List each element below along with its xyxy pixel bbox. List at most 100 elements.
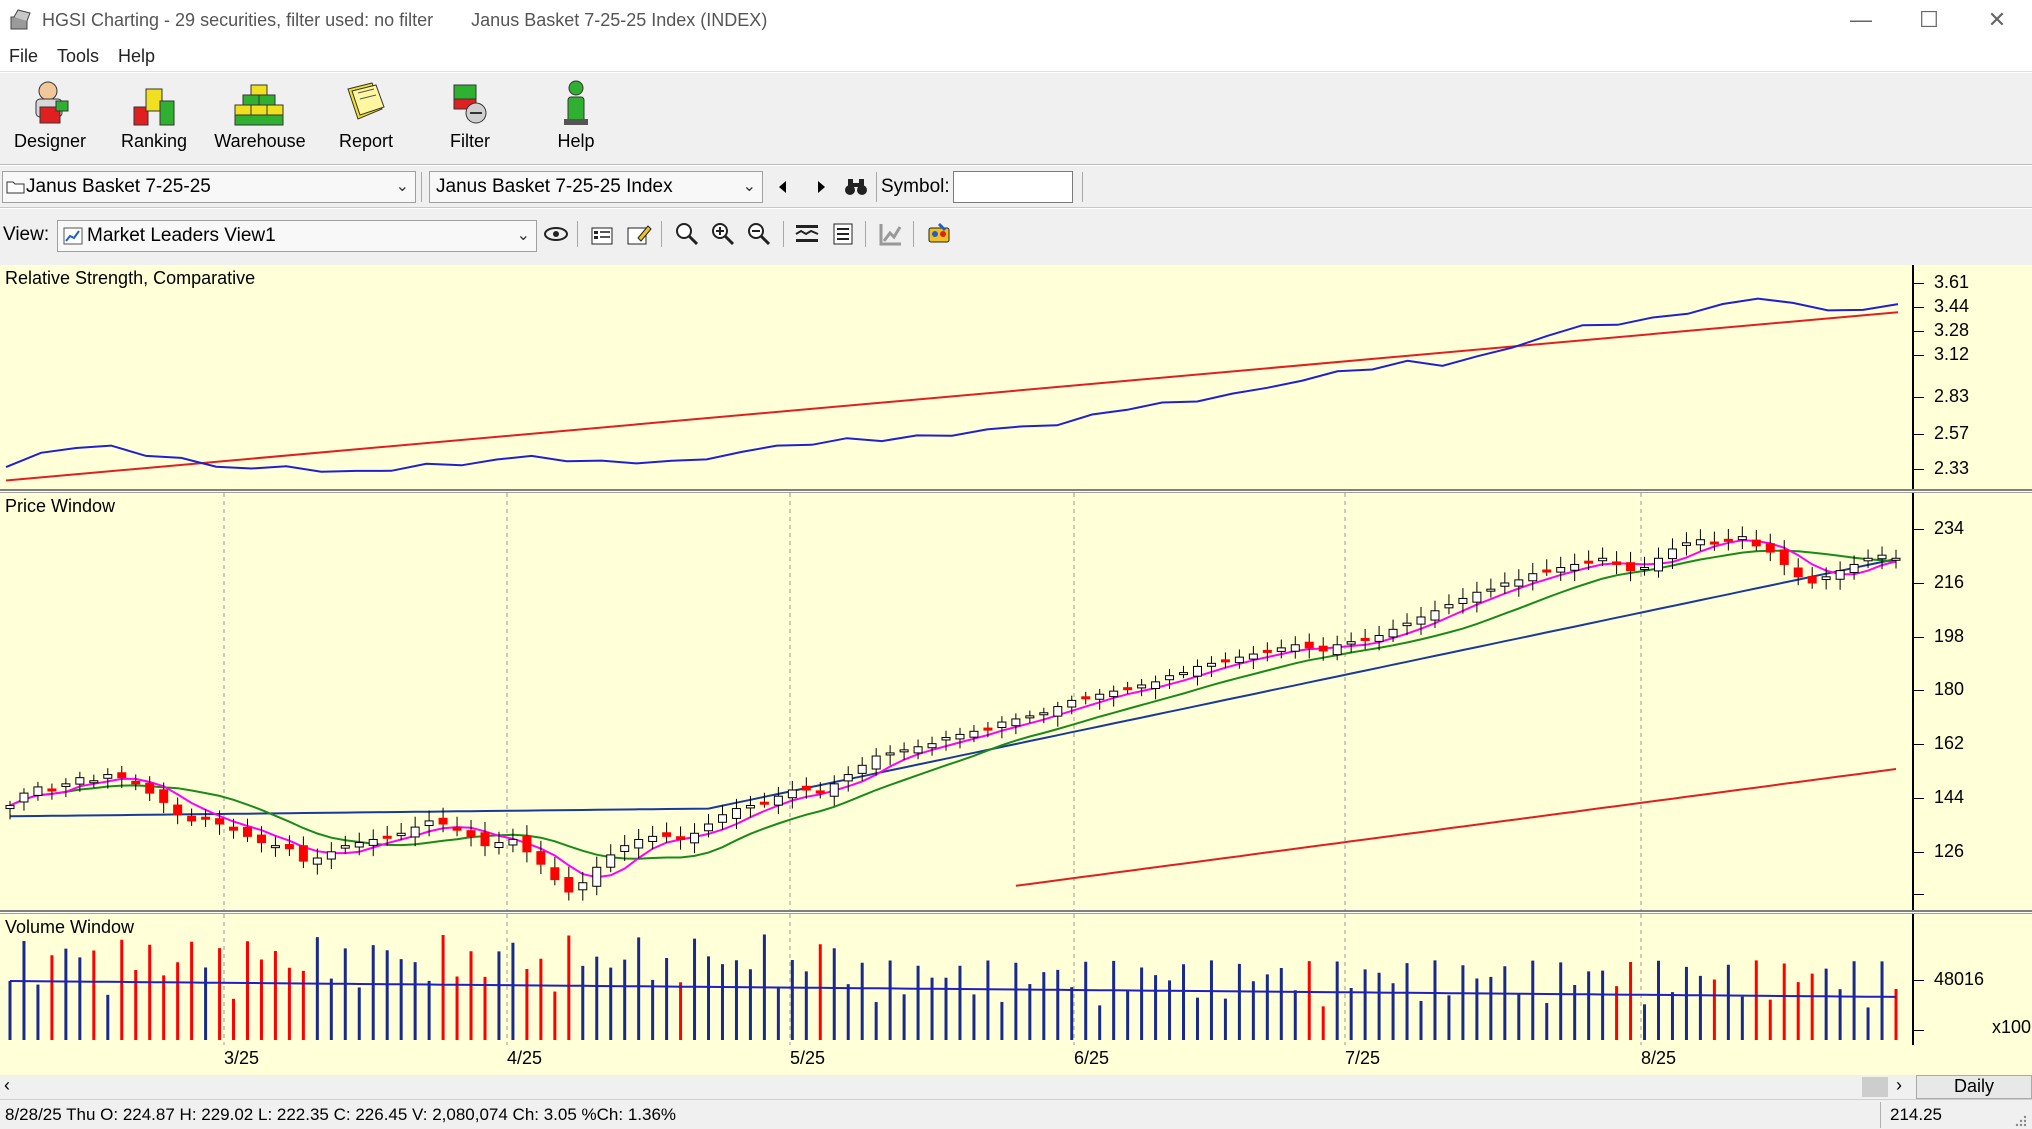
candle-down: [187, 815, 197, 822]
cursor-value: 214.25: [1890, 1105, 1942, 1124]
table-icon: [833, 223, 853, 245]
menu-help[interactable]: Help: [118, 46, 156, 66]
zoom-button[interactable]: [671, 218, 703, 250]
designer-button[interactable]: Designer: [2, 77, 98, 161]
candle-up: [857, 764, 867, 774]
candle-up: [1332, 644, 1342, 656]
candle-up: [1863, 557, 1873, 562]
candle-down: [1612, 561, 1622, 565]
candle-up: [396, 832, 406, 837]
candle-up: [326, 851, 336, 860]
candle-up: [1109, 690, 1119, 698]
candle-down: [1220, 659, 1230, 663]
candle-down: [1360, 637, 1370, 641]
menu-bar: File Tools Help: [0, 42, 2032, 72]
candle-up: [829, 783, 839, 797]
resize-grip-icon[interactable]: [2012, 1112, 2028, 1128]
zoom-out-icon: [748, 223, 771, 246]
candle-down: [1318, 645, 1328, 652]
menu-file[interactable]: File: [9, 46, 39, 66]
close-button[interactable]: ✕: [1962, 0, 2032, 40]
candle-down: [550, 867, 560, 881]
candle-up: [885, 752, 895, 756]
warehouse-label: Warehouse: [214, 131, 306, 151]
date-label: 4/25: [507, 1048, 543, 1068]
candle-up: [1486, 588, 1496, 592]
pane-divider[interactable]: [0, 489, 2032, 493]
previous-button[interactable]: [767, 171, 799, 203]
candle-up: [354, 842, 364, 848]
eye-icon: [544, 227, 568, 241]
rs-pane-title: Relative Strength, Comparative: [5, 268, 256, 288]
scroll-right-icon[interactable]: ›: [1896, 1075, 1902, 1095]
warehouse-button[interactable]: Warehouse: [212, 77, 308, 161]
rs-axis: 3.61 3.44 3.28 3.12 2.83 2.57 2.33: [1912, 265, 2032, 489]
basket-dropdown[interactable]: Janus Basket 7-25-25 ⌄: [2, 171, 416, 203]
candle-up: [368, 838, 378, 846]
rs-chart: [5, 297, 1899, 482]
chart-view-icon: [63, 227, 83, 245]
ma-fast-line: [9, 539, 1897, 879]
candle-down: [983, 727, 993, 731]
report-button[interactable]: Report: [318, 77, 414, 161]
view-dropdown[interactable]: Market Leaders View1 ⌄: [57, 220, 537, 252]
menu-tools[interactable]: Tools: [57, 46, 100, 66]
candle-up: [1891, 557, 1901, 561]
security-dropdown[interactable]: Janus Basket 7-25-25 Index ⌄: [429, 171, 763, 203]
main-toolbar: Designer Ranking Warehouse: [0, 73, 2032, 165]
help-label: Help: [557, 131, 595, 151]
candle-down: [466, 830, 476, 837]
separator: [661, 221, 662, 247]
volume-unit: x100: [1992, 1017, 2032, 1037]
horizontal-scrollbar[interactable]: ‹ ›: [0, 1075, 2032, 1099]
candle-down: [1081, 696, 1091, 700]
help-icon: [564, 80, 588, 125]
maximize-button[interactable]: ☐: [1894, 0, 1964, 40]
hide-button[interactable]: [540, 218, 572, 250]
data-table-button[interactable]: [827, 218, 859, 250]
separator: [577, 221, 578, 247]
ranking-button[interactable]: Ranking: [106, 77, 202, 161]
pane-divider[interactable]: [0, 910, 2032, 914]
find-button[interactable]: [840, 171, 872, 203]
candle-up: [1835, 570, 1845, 580]
candle-up: [1556, 567, 1566, 573]
next-button[interactable]: [805, 171, 837, 203]
ma-long-line: [1015, 768, 1897, 887]
filter-button[interactable]: Filter: [422, 77, 518, 161]
candle-up: [424, 820, 434, 826]
zoom-in-button[interactable]: [707, 218, 739, 250]
candle-up: [717, 814, 727, 823]
help-button[interactable]: Help: [528, 77, 624, 161]
zoom-in-icon: [712, 223, 735, 246]
scroll-thumb[interactable]: [1862, 1077, 1888, 1097]
candle-down: [1779, 549, 1789, 565]
minimize-icon: —: [1850, 7, 1872, 32]
chevron-down-icon: ⌄: [516, 227, 530, 244]
candle-up: [997, 721, 1007, 729]
magnifier-icon: [676, 223, 699, 246]
scroll-left-icon[interactable]: ‹: [4, 1075, 10, 1095]
candle-up: [606, 854, 616, 868]
bar-style-button[interactable]: [791, 218, 823, 250]
candle-up: [508, 838, 518, 846]
selector-bar: Janus Basket 7-25-25 ⌄ Janus Basket 7-25…: [0, 166, 2032, 208]
period-button[interactable]: Daily: [1916, 1075, 2032, 1099]
filter-icon: [453, 84, 487, 124]
window-subtitle: Janus Basket 7-25-25 Index (INDEX): [471, 9, 768, 30]
candle-down: [117, 772, 127, 779]
chart-type-button[interactable]: [875, 218, 907, 250]
candle-down: [1542, 569, 1552, 573]
palette-button[interactable]: [923, 218, 955, 250]
candle-down: [145, 782, 155, 794]
candle-up: [1514, 579, 1524, 587]
candle-down: [47, 788, 57, 792]
view-properties-button[interactable]: [587, 218, 619, 250]
zoom-out-button[interactable]: [743, 218, 775, 250]
edit-view-button[interactable]: [623, 218, 655, 250]
candle-up: [1444, 604, 1454, 609]
minimize-button[interactable]: —: [1826, 0, 1896, 40]
symbol-input[interactable]: [953, 171, 1073, 203]
volume-axis: 48016 x100: [1912, 914, 2032, 1045]
candle-up: [61, 783, 71, 787]
